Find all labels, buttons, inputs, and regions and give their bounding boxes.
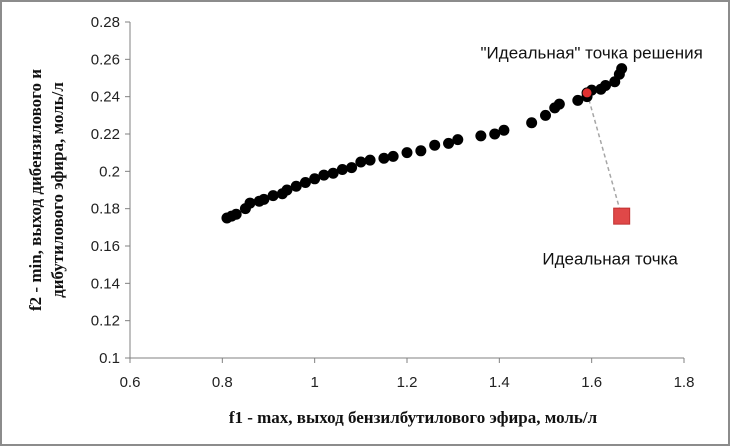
solution-point	[581, 87, 593, 99]
connector-line	[586, 92, 623, 217]
data-point	[378, 152, 390, 164]
data-point	[355, 156, 367, 168]
data-point	[553, 98, 565, 110]
y-tick-label: 0.12	[91, 313, 120, 330]
data-point	[526, 117, 538, 129]
annotation-ideal-point: Идеальная точка	[542, 250, 678, 269]
data-point	[318, 169, 330, 181]
x-tick-label: 0.6	[120, 374, 141, 391]
x-tick-label: 1.2	[397, 374, 418, 391]
x-tick-label: 1	[310, 374, 318, 391]
y-tick-label: 0.18	[91, 201, 120, 218]
data-point	[498, 124, 510, 136]
data-point	[230, 208, 242, 220]
data-point	[244, 197, 256, 209]
data-point	[452, 134, 464, 146]
y-tick-label: 0.2	[99, 163, 120, 180]
x-axis-title: f1 - max, выход бензилбутилового эфира, …	[229, 408, 598, 427]
data-point	[267, 190, 279, 202]
data-point	[364, 154, 376, 166]
data-point	[387, 150, 399, 162]
data-point	[489, 128, 501, 140]
data-point	[290, 180, 302, 192]
data-point	[299, 177, 311, 189]
data-point	[540, 109, 551, 121]
data-point	[429, 139, 441, 151]
x-tick-label: 1.6	[581, 374, 602, 391]
data-point	[281, 184, 293, 196]
data-point	[616, 63, 628, 75]
data-point	[475, 130, 487, 142]
y-axis-title-line-1: f2 - min, выход дибензилового и	[26, 69, 45, 311]
y-tick-label: 0.14	[91, 275, 120, 292]
y-tick-label: 0.16	[91, 238, 120, 255]
data-point	[572, 94, 584, 106]
data-point	[443, 137, 455, 149]
x-tick-label: 0.8	[212, 374, 233, 391]
y-tick-label: 0.24	[91, 89, 120, 106]
x-tick-label: 1.4	[489, 374, 510, 391]
y-tick-label: 0.28	[91, 14, 120, 31]
data-point	[309, 173, 321, 185]
y-tick-label: 0.22	[91, 126, 120, 143]
y-axis-title-line-2: дибутилового эфира, моль/л	[48, 82, 67, 298]
annotation-solution-point: "Идеальная" точка решения	[481, 43, 703, 62]
data-point	[600, 79, 612, 91]
y-tick-label: 0.1	[99, 350, 120, 367]
data-point	[336, 163, 348, 175]
x-tick-label: 1.8	[674, 374, 695, 391]
data-point	[401, 147, 413, 159]
y-tick-label: 0.26	[91, 51, 120, 68]
ideal-point	[613, 207, 631, 225]
data-point	[258, 193, 270, 205]
data-point	[346, 162, 358, 174]
data-point	[327, 167, 339, 179]
data-point	[415, 145, 427, 157]
